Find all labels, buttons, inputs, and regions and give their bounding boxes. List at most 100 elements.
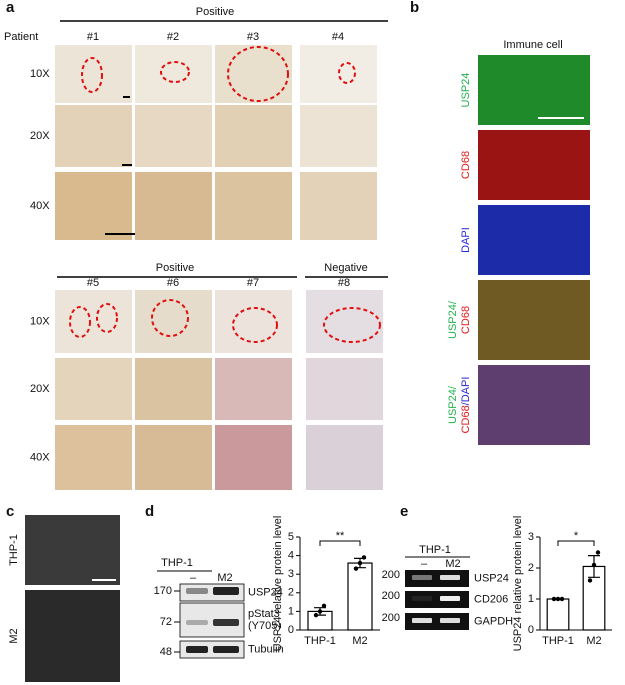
channel-label-part: CD68 [460,405,472,433]
region-outline [81,57,103,93]
gel-row-label: USP24 [474,572,509,584]
patient-id: #1 [87,31,99,43]
channel-label-part: CD68 [460,151,472,179]
channel-label: USP24 [460,73,472,108]
channel-label-part: CD68 [460,306,472,334]
blot-band [213,587,239,595]
patient-id: #5 [87,277,99,289]
panel-letter: b [410,0,419,16]
micrograph [25,515,120,585]
cell-label: M2 [8,628,20,643]
data-point [591,562,597,568]
micrograph [215,45,292,103]
region-outline [160,61,190,83]
group-label: Positive [156,262,195,274]
region-outline [338,62,356,84]
significance-label: ** [336,530,345,542]
y-tick-label: 3 [288,568,294,580]
lane-label: – [190,572,197,584]
y-tick-label: 0 [288,624,294,636]
magnification-label: 20X [30,130,50,142]
y-tick-label: 2 [528,562,534,574]
panel-letter: c [6,503,14,520]
gel-strip [405,570,469,587]
x-tick-label: M2 [586,635,601,647]
group-label: Negative [324,262,367,274]
micrograph [215,172,292,240]
micrograph [300,172,377,240]
region-outline [151,299,189,337]
channel-label: USP24/ [447,300,459,339]
micrograph [306,290,383,353]
patient-id: #7 [247,277,259,289]
gel-band [412,596,432,601]
lane-label: M2 [445,558,460,570]
channel-label: CD68 [460,306,472,334]
micrograph [135,425,212,490]
size-marker: 48 [160,646,172,658]
micrograph [55,172,132,240]
gel-band [440,575,460,580]
significance-bracket [319,540,361,546]
data-point [559,596,565,602]
size-marker: 170 [154,585,172,597]
micrograph [55,105,132,167]
magnification-label: 20X [30,383,50,395]
data-point [587,578,593,583]
patient-id: #2 [167,31,179,43]
micrograph [135,45,212,103]
blot-row-label: pStat3 [248,608,280,620]
cell-label: THP-1 [8,534,20,566]
channel-label-part: DAPI [460,227,472,253]
y-tick-label: 5 [288,531,294,543]
y-axis-label: USP24 relative protein level [272,516,284,652]
data-point [353,566,359,571]
lane-label: – [421,558,428,570]
size-marker: 200 [382,612,400,624]
gel-row-label: CD206 [474,593,508,605]
size-marker: 200 [382,569,400,581]
micrograph [478,205,590,275]
x-tick-label: M2 [352,635,367,647]
micrograph [55,425,132,490]
region-outline [227,46,289,102]
patient-id: #8 [338,277,350,289]
blot-strip [179,640,245,659]
bar [546,598,570,631]
y-tick-label: 4 [288,550,294,562]
micrograph [300,105,377,167]
region-outline [232,307,278,343]
y-tick-label: 1 [528,593,534,605]
lane-label: M2 [217,572,232,584]
panel-letter: a [6,0,15,16]
micrograph [135,358,212,420]
micrograph [55,358,132,420]
y-tick-label: 1 [288,605,294,617]
size-marker: 72 [160,616,172,628]
channel-label: CD68 [460,151,472,179]
gel-band [412,618,432,623]
channel-label-part: /DAPI [460,377,472,406]
data-point [357,560,363,566]
micrograph [215,290,292,353]
micrograph [215,105,292,167]
micrograph [300,45,377,103]
blot-band [213,646,239,653]
size-marker: 200 [382,590,400,602]
y-axis-label: USP24 relative protein level [512,516,524,652]
blot-band [186,620,208,625]
channel-label-part: USP24/ [447,300,459,339]
x-tick-label: THP-1 [304,635,336,647]
blot-row-label: USP24 [248,586,283,598]
blot-band [186,646,208,653]
magnification-label: 40X [30,200,50,212]
y-tick-label: 0 [528,624,534,636]
channel-label: CD68/DAPI [460,377,472,434]
magnification-label: 40X [30,451,50,463]
data-point [361,555,367,560]
micrograph [55,290,132,353]
blot-row-label: (Y705) [248,620,281,632]
magnification-label: 10X [30,315,50,327]
y-tick-label: 3 [528,531,534,543]
